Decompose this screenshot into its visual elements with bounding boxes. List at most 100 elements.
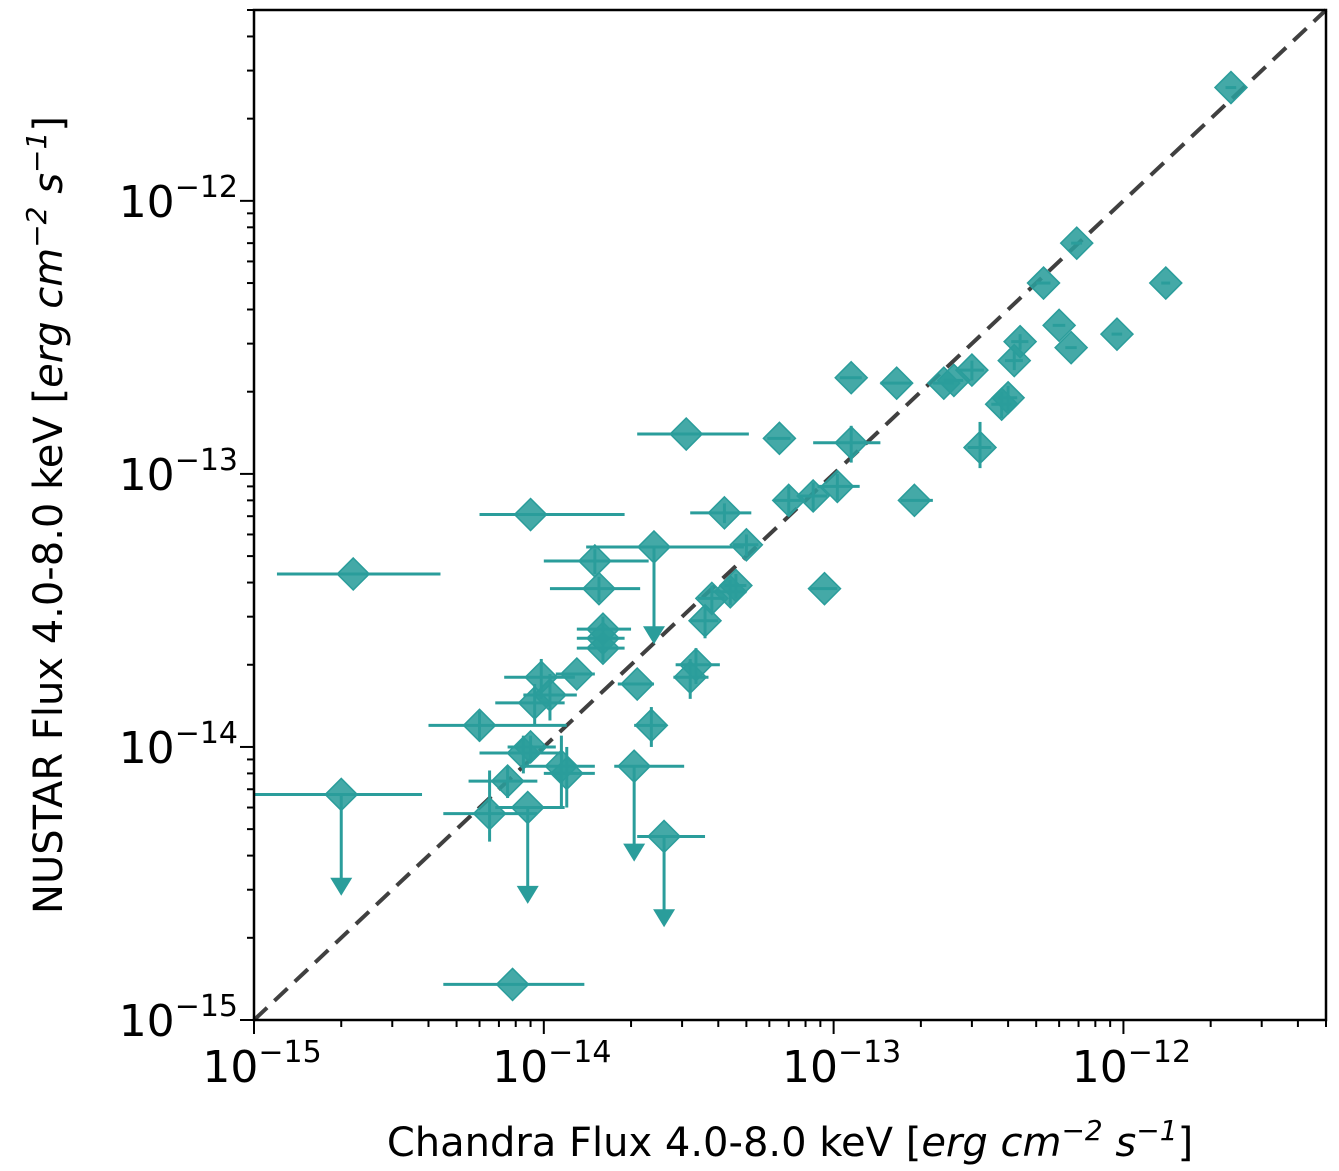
diamond-marker	[532, 677, 568, 713]
data-point	[879, 366, 914, 401]
diamond-marker	[324, 777, 359, 812]
diamond-marker	[1059, 226, 1094, 261]
data-point	[1042, 308, 1077, 343]
diamond-marker	[678, 647, 714, 682]
data-point	[813, 425, 881, 463]
data-point	[479, 497, 625, 532]
data-point	[254, 777, 423, 896]
upper-limit-arrow	[623, 843, 646, 862]
diamond-marker	[513, 729, 548, 765]
diamond-marker	[490, 764, 525, 799]
diamond-marker	[669, 416, 704, 452]
data-point	[991, 380, 1026, 415]
data-point	[586, 529, 744, 645]
diamond-marker	[834, 425, 869, 460]
data-point	[1026, 265, 1061, 301]
diamond-marker	[718, 568, 753, 603]
data-point	[634, 707, 669, 747]
data-point	[523, 674, 577, 721]
data-point	[1099, 317, 1135, 352]
diamond-marker	[647, 819, 682, 854]
y-tick-label: 10−15	[119, 989, 238, 1047]
data-point	[771, 483, 806, 518]
data-point	[690, 495, 752, 530]
diamond-marker	[620, 666, 655, 702]
data-point	[962, 421, 998, 469]
diamond-marker	[1026, 265, 1061, 301]
tick-labels: 10−15 10−14 10−13 10−12 10−15 10−14 10−13 10−12	[119, 170, 1191, 1093]
y-tick-label: 10−14	[119, 716, 238, 774]
data-point	[549, 571, 641, 606]
plot-frame	[252, 8, 1328, 1022]
data-point	[997, 343, 1032, 378]
diamond-marker	[1099, 317, 1135, 352]
x-tick-label: 10−12	[1072, 1035, 1191, 1093]
diamond-marker	[559, 656, 594, 692]
data-point	[1213, 70, 1249, 105]
x-axis-title: Chandra Flux 4.0-8.0 keV [erg cm−2 s−1]	[387, 1114, 1193, 1166]
diamond-marker	[1148, 265, 1183, 301]
diamond-marker	[1042, 308, 1077, 343]
data-point	[1054, 330, 1089, 365]
data-point	[897, 483, 933, 518]
data-point	[468, 764, 538, 799]
data-point	[817, 469, 860, 504]
diamond-marker	[834, 360, 869, 395]
data-point	[428, 708, 567, 743]
data-point	[796, 478, 831, 514]
diamond-marker	[796, 478, 831, 514]
diamond-marker	[762, 421, 797, 456]
diamond-marker	[617, 749, 652, 784]
diamond-marker	[962, 430, 998, 465]
diamond-marker	[585, 631, 621, 666]
upper-limit-arrow	[516, 885, 539, 904]
data-point	[675, 647, 720, 685]
diamond-marker	[820, 469, 855, 504]
diamond-marker	[807, 571, 842, 606]
data-point	[1003, 324, 1038, 359]
x-tick-label: 10−13	[782, 1035, 901, 1093]
diamond-marker	[581, 571, 617, 606]
data-point	[617, 666, 655, 702]
diamond-marker	[495, 967, 530, 1002]
upper-limit-arrow	[653, 909, 676, 928]
diamond-marker	[991, 380, 1026, 415]
diamond-marker	[462, 708, 497, 743]
diamond-marker	[549, 756, 584, 791]
diamond-marker	[513, 497, 548, 532]
diamond-marker	[1003, 324, 1038, 359]
data-point	[1148, 265, 1183, 301]
data-point	[276, 556, 441, 592]
diamond-marker	[954, 353, 989, 388]
data-point	[954, 353, 989, 388]
diamond-marker	[636, 529, 672, 565]
x-tick-label: 10−14	[492, 1035, 611, 1093]
y-tick-label: 10−13	[119, 443, 238, 501]
data-point	[1059, 226, 1094, 261]
upper-limit-arrow	[642, 626, 665, 645]
diamond-marker	[997, 343, 1032, 378]
data-point	[443, 967, 585, 1002]
data-point	[807, 571, 842, 606]
plot-area	[252, 8, 1328, 1022]
y-tick-label: 10−12	[119, 170, 238, 228]
data-point	[543, 543, 649, 578]
diamond-marker	[510, 790, 545, 825]
data-point	[762, 421, 797, 456]
data-point	[614, 749, 685, 862]
y-axis-title: NUSTAR Flux 4.0-8.0 keV [erg cm−2 s−1]	[20, 116, 72, 914]
x-tick-label: 10−15	[202, 1035, 321, 1093]
diamond-marker	[897, 483, 932, 518]
upper-limit-arrow	[330, 877, 353, 896]
data-point	[637, 819, 706, 928]
diamond-marker	[634, 708, 669, 743]
diamond-marker	[336, 556, 371, 592]
data-point	[834, 360, 869, 395]
diamond-marker	[879, 366, 914, 401]
data-point	[637, 416, 749, 452]
data-point	[495, 790, 565, 904]
data-point	[543, 746, 595, 808]
diamond-marker	[729, 527, 764, 562]
diamond-marker	[1054, 330, 1089, 365]
